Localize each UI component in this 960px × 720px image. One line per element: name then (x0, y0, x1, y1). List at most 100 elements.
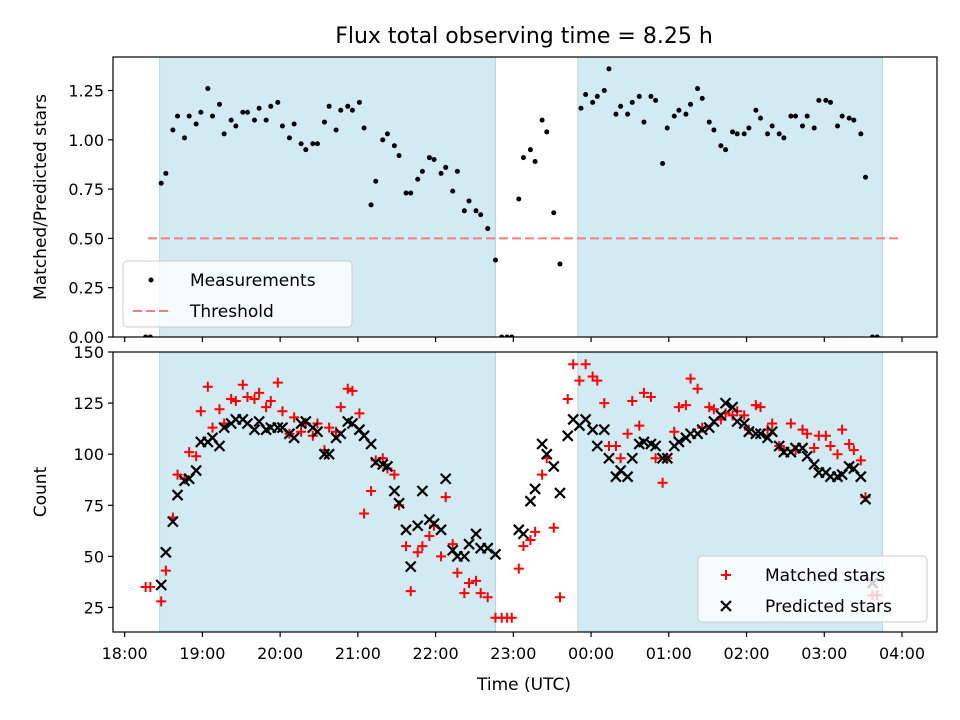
y-tick-label: 25 (84, 598, 104, 617)
data-point (384, 131, 390, 137)
data-point (251, 117, 257, 123)
data-point (492, 257, 498, 263)
legend-label: Matched stars (765, 566, 885, 586)
data-point (254, 387, 265, 398)
data-point (221, 131, 227, 137)
data-point (530, 526, 541, 537)
data-point (695, 86, 701, 92)
data-point (664, 125, 670, 131)
data-point (529, 483, 541, 495)
y-tick-label: 100 (73, 445, 104, 464)
data-point (755, 402, 766, 413)
data-point (171, 489, 184, 501)
data-point (160, 565, 171, 576)
data-point (464, 577, 475, 588)
data-point (650, 453, 661, 464)
y-tick-label: 50 (84, 547, 104, 566)
y-axis-label: Count (31, 466, 51, 517)
data-point (711, 127, 717, 133)
data-point (583, 91, 589, 97)
data-point (160, 546, 172, 559)
data-point (163, 170, 169, 176)
data-point (298, 141, 304, 147)
observing-window-1 (159, 351, 496, 633)
axes-frame (112, 351, 938, 633)
data-point (359, 508, 370, 519)
legend: Measurements Threshold (122, 260, 353, 328)
data-point (796, 442, 809, 454)
data-point (289, 412, 300, 423)
data-point (426, 155, 432, 161)
data-point (145, 582, 156, 593)
data-point (408, 190, 414, 196)
data-point (753, 107, 759, 113)
data-point (342, 383, 353, 394)
data-point (738, 417, 750, 430)
data-point (858, 131, 864, 137)
data-point (207, 422, 218, 433)
data-point (452, 567, 463, 578)
data-point (272, 421, 284, 434)
data-point (874, 334, 880, 337)
chart-title: Flux total observing time = 8.25 h (335, 24, 713, 49)
data-point (368, 202, 374, 208)
data-point (240, 109, 246, 115)
data-point (685, 373, 696, 384)
data-point (837, 424, 848, 435)
data-point (648, 93, 654, 99)
data-point (381, 460, 394, 473)
x-tick-label: 22:00 (413, 644, 459, 663)
data-point (310, 141, 316, 147)
data-point (369, 456, 382, 469)
data-point (172, 469, 183, 480)
data-point (431, 157, 437, 163)
series-predicted-stars (155, 397, 879, 591)
data-point (478, 212, 484, 218)
data-point (554, 592, 565, 603)
data-point (599, 398, 610, 409)
data-point (504, 334, 510, 337)
legend-marker (148, 277, 154, 283)
data-point (345, 103, 351, 109)
data-point (471, 575, 482, 586)
observing-window-2 (577, 56, 884, 338)
data-point (506, 612, 517, 623)
legend-box (122, 260, 353, 328)
data-point (366, 485, 377, 496)
data-point (277, 406, 288, 417)
data-point (244, 109, 250, 115)
data-point (175, 113, 181, 119)
data-point (191, 451, 202, 462)
data-point (333, 127, 339, 133)
data-point (649, 440, 662, 452)
data-point (226, 394, 237, 405)
data-point (466, 198, 472, 204)
data-point (439, 472, 452, 485)
data-point (776, 131, 782, 137)
data-point (182, 135, 188, 141)
data-point (765, 131, 771, 137)
data-point (230, 396, 241, 407)
data-point (844, 438, 855, 449)
data-point (314, 141, 320, 147)
x-tick-label: 04:00 (879, 644, 925, 663)
data-point (249, 394, 260, 405)
data-point (645, 391, 656, 402)
y-tick-label: 0.50 (68, 229, 104, 248)
data-point (195, 406, 206, 417)
data-point (723, 147, 729, 153)
data-point (380, 137, 386, 143)
data-point (554, 487, 566, 499)
data-point (499, 334, 505, 337)
data-point (862, 174, 868, 180)
data-point (592, 375, 603, 386)
data-point (213, 440, 226, 452)
data-point (167, 515, 179, 528)
data-point (680, 400, 691, 411)
data-point (419, 168, 425, 174)
data-point (820, 430, 831, 441)
data-point (481, 542, 494, 554)
data-point (869, 334, 875, 337)
data-point (268, 103, 274, 109)
data-point (237, 379, 248, 390)
